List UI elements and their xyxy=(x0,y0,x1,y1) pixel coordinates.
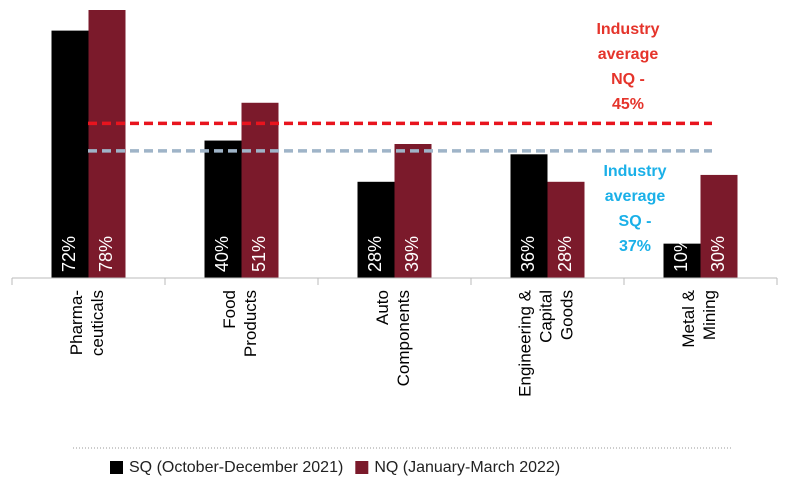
bar xyxy=(51,30,89,278)
bar xyxy=(663,243,701,278)
reference-label: Industry average NQ -45% xyxy=(596,21,659,113)
bar xyxy=(510,154,548,278)
value-label: 78% xyxy=(96,236,116,272)
legend-label: NQ (January-March 2022) xyxy=(374,459,560,476)
bar xyxy=(204,140,242,278)
value-label: 51% xyxy=(249,236,269,272)
x-tick-label: Auto Components xyxy=(373,290,413,386)
value-label: 28% xyxy=(365,236,385,272)
legend-label: SQ (October-December 2021) xyxy=(129,459,343,476)
value-label: 10% xyxy=(671,236,691,272)
x-tick-label: Food Products xyxy=(220,290,260,357)
bar xyxy=(394,144,432,278)
x-tick-label: Engineering & Capital Goods xyxy=(516,289,577,396)
value-label: 36% xyxy=(518,236,538,272)
value-label: 39% xyxy=(402,236,422,272)
legend-swatch xyxy=(110,461,123,474)
bar xyxy=(357,181,395,278)
bar xyxy=(700,174,738,278)
reference-label: Industry average SQ -37% xyxy=(603,163,666,255)
bar xyxy=(547,181,585,278)
x-tick-label: Metal & Mining xyxy=(679,289,719,347)
x-tick-label: Pharma-ceuticals xyxy=(67,290,107,356)
value-label: 28% xyxy=(555,236,575,272)
bar xyxy=(241,102,279,279)
value-label: 30% xyxy=(708,236,728,272)
legend-swatch xyxy=(355,461,369,474)
value-label: 72% xyxy=(59,236,79,272)
value-label: 40% xyxy=(212,236,232,272)
bar xyxy=(88,10,126,278)
